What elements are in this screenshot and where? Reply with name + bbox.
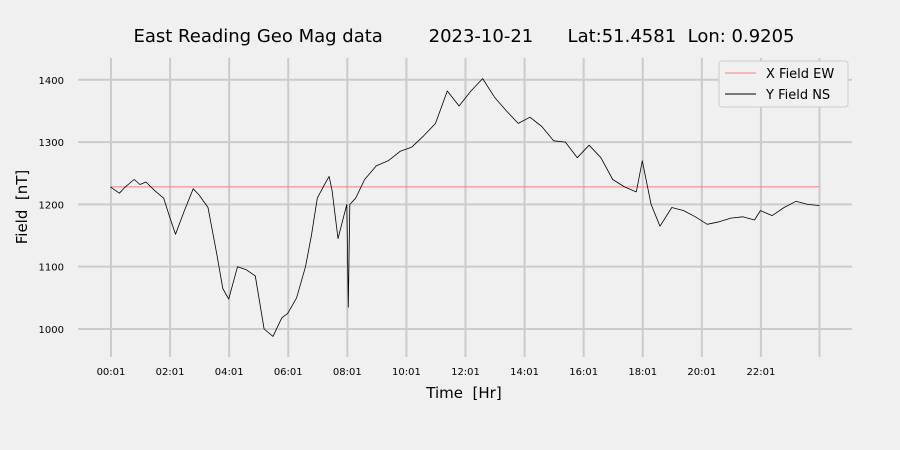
grid (78, 58, 852, 357)
x-tick-label: 02:01 (156, 367, 185, 378)
legend: X Field EW Y Field NS (718, 60, 849, 108)
y-tick-label: 1300 (39, 138, 64, 149)
y-axis-label: Field [nT] (13, 170, 31, 245)
legend-label-y-field: Y Field NS (765, 88, 830, 103)
plot-lines (110, 78, 820, 337)
x-tick-label: 00:01 (97, 367, 126, 378)
y-tick-labels: 1000 1100 1200 1300 1400 (39, 76, 64, 336)
y-tick-label: 1000 (39, 325, 64, 336)
x-tick-label: 10:01 (392, 367, 421, 378)
legend-label-x-field: X Field EW (766, 67, 834, 82)
x-tick-label: 14:01 (510, 367, 539, 378)
y-tick-label: 1400 (39, 76, 64, 87)
x-axis-label: Time [Hr] (425, 384, 501, 402)
x-tick-label: 04:01 (215, 367, 244, 378)
x-tick-label: 20:01 (687, 367, 716, 378)
x-tick-label: 08:01 (333, 367, 362, 378)
x-tick-labels: 00:01 02:01 04:01 06:01 08:01 10:01 12:01 14:01… (97, 367, 776, 378)
y-tick-label: 1100 (39, 263, 64, 274)
x-tick-label: 22:01 (746, 367, 775, 378)
x-tick-label: 12:01 (451, 367, 480, 378)
x-tick-label: 06:01 (274, 367, 303, 378)
chart-title: East Reading Geo Mag data 2023-10-21 Lat… (133, 26, 794, 47)
x-tick-label: 16:01 (569, 367, 598, 378)
y-tick-label: 1200 (39, 200, 64, 211)
series-line-y-field-ns (110, 78, 820, 337)
x-tick-label: 18:01 (628, 367, 657, 378)
